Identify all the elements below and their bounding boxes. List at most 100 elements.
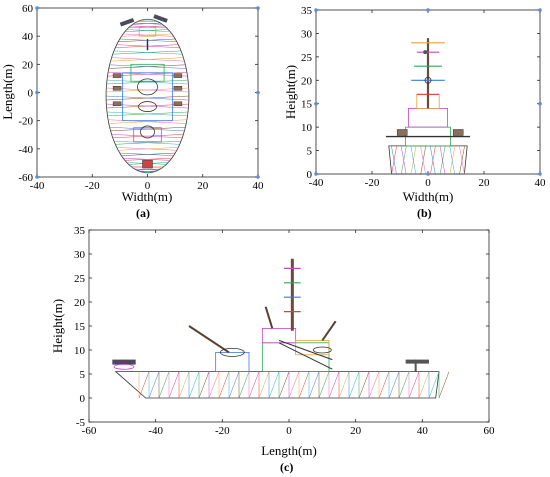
marker-dot [538,172,542,176]
mesh-line [130,25,167,28]
marker-dot [314,8,318,12]
bow-launcher [112,359,136,365]
superstructure-block [133,127,162,143]
panel-b: -40 -20 0 20 40 0 5 10 15 20 25 30 35 Width(m) Heigh… [283,5,546,220]
bridge-gun-barrel [264,306,274,329]
y-tick-label-b: 10 [301,122,313,134]
y-tick-label-c: 30 [74,249,86,261]
mesh-line [143,19,154,21]
mesh-line [116,147,177,151]
stern-cluster [142,159,153,169]
x-axis-label-c: Length(m) [261,443,317,458]
y-tick-label-a: 20 [22,59,34,71]
marker-dot [538,8,542,12]
hull-mesh-side [268,371,280,399]
x-tick-label-c: 0 [286,425,292,437]
mast-top-sensor [423,50,428,55]
ship-side-view-model [112,258,450,399]
dots-b [314,8,542,176]
marker-dot [256,6,260,10]
superstructure-block [138,27,157,37]
y-tick-label-a: -40 [18,144,33,156]
x-tick-label-c: 40 [417,425,429,437]
y-tick-label-c: 0 [80,393,86,405]
y-tick-label-c: 25 [74,273,86,285]
hull-side [114,371,440,399]
hull-mesh-side [258,371,270,399]
x-tick-label-b: 20 [479,177,491,189]
hull-mesh [459,145,465,175]
y-tick-label-b: 35 [301,5,313,17]
hull-mesh-side [158,371,170,399]
ship-front-view-model [386,38,470,175]
mast-sensor [424,76,432,84]
mesh-line [109,64,187,69]
y-tick-label-c: 10 [74,345,86,357]
hull-mesh-side [238,371,250,399]
y-tick-label-b: 15 [301,99,313,111]
marker-dot [256,175,260,179]
y-tick-label-c: 5 [80,369,86,381]
hull-mesh-side [418,371,430,399]
turret [138,101,157,112]
side-mount [112,86,122,91]
superstructure-block [122,72,173,122]
x-tick-label-a: 20 [197,180,209,192]
mesh-line [109,126,185,132]
hull-mesh-side [198,371,210,399]
aft-gun-barrel [321,320,337,341]
hull-mesh-side [358,371,370,399]
launcher-right [153,14,168,23]
hull-mesh-side [288,371,300,399]
hull-mesh-side [348,371,360,399]
marker-dot [256,90,260,95]
hull-mesh-side [138,371,150,399]
hull-mesh-side [278,371,290,399]
x-tick-label-c: 20 [350,425,362,437]
forward-dome [219,347,245,357]
hull-mesh [391,145,397,175]
y-tick-label-c: -5 [76,417,86,429]
y-tick-label-c: 35 [74,225,86,237]
mesh-line [106,111,188,117]
hull-mesh [449,145,455,175]
side-mount [173,73,183,78]
mesh-line [111,134,183,139]
panel-label-b: (b) [417,206,432,220]
hull-mesh-side [408,371,420,399]
hull-mesh-side [398,371,410,399]
hull-mesh-side [208,371,220,399]
launcher-rail-2 [278,339,333,361]
hull-mesh-side [318,371,330,399]
mesh-line [106,95,189,101]
hull-mesh-side [168,371,180,399]
marker-dot [314,172,318,176]
hull-mesh [429,145,436,175]
hull-mesh-side [188,371,200,399]
marker-dot [35,175,39,179]
marker-dot [314,101,318,106]
x-tick-label-a: 40 [253,180,265,192]
y-tick-label-a: 0 [28,88,34,100]
x-axis-label-b: Width(m) [403,189,454,204]
hull-mesh-side [248,371,260,399]
aft-dome [312,346,332,354]
y-tick-label-c: 15 [74,321,86,333]
x-tick-label-c: -60 [82,425,97,437]
marker-dot [538,101,542,106]
plot-area-a [36,7,259,178]
hull-mesh-side [148,371,160,399]
mesh-line [113,140,180,145]
y-tick-label-b: 0 [307,169,313,181]
hull-mesh [410,145,417,175]
y-axis-label-c: Height(m) [50,299,65,353]
radar-dome [137,78,158,96]
mesh-line [106,79,189,85]
hull-mesh-side [368,371,380,399]
mesh-line [111,57,185,62]
mesh-line [134,168,159,171]
gun-mount [140,125,155,139]
y-tick-label-c: 20 [74,297,86,309]
